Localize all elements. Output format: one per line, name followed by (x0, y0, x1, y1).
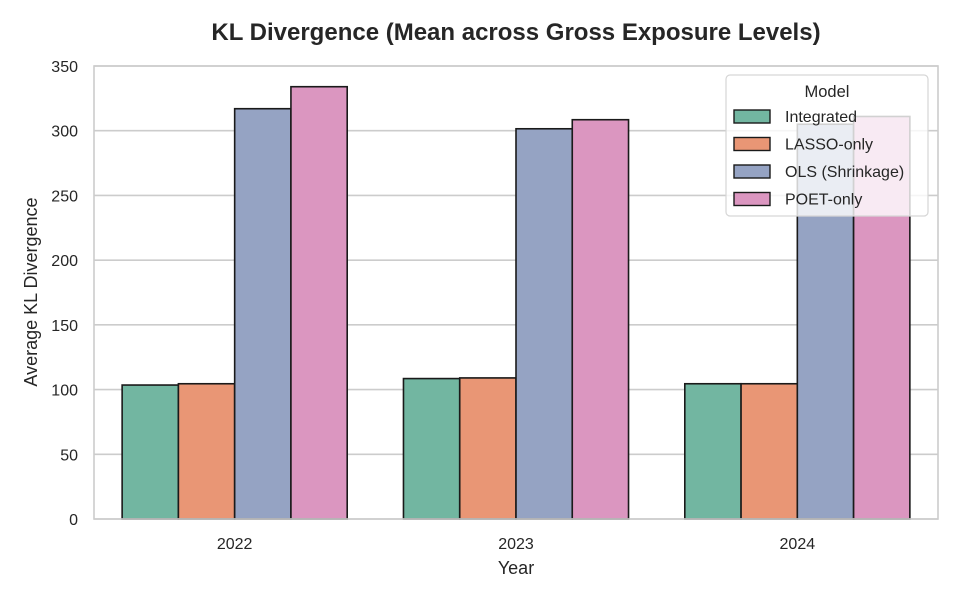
bar-lasso-only-2023 (458, 377, 517, 520)
y-tick-label: 150 (51, 318, 78, 335)
bar-ols-shrinkage--2023 (515, 127, 574, 520)
chart-title: KL Divergence (Mean across Gross Exposur… (211, 19, 820, 46)
x-tick-label: 2024 (780, 536, 816, 553)
y-tick-label: 0 (69, 512, 78, 529)
x-axis-label: Year (498, 558, 534, 578)
legend-label: OLS (Shrinkage) (785, 164, 904, 181)
y-tick-label: 300 (51, 124, 78, 141)
bar-ols-shrinkage--2022 (233, 107, 292, 520)
bar-poet-only-2023 (571, 118, 630, 520)
y-axis-ticks: 0 50 100 150 200 250 300 350 (51, 59, 78, 529)
bars (121, 85, 911, 520)
legend-box (725, 74, 929, 217)
bar-lasso-only-2024 (740, 382, 799, 520)
legend-swatch (733, 109, 771, 124)
plot-frame (93, 65, 939, 520)
y-tick-label: 350 (51, 59, 78, 76)
bar-lasso-only-2022 (177, 382, 236, 520)
y-tick-label: 50 (60, 447, 78, 464)
legend-label: POET-only (785, 192, 862, 209)
bar-integrated-2024 (683, 382, 742, 520)
bar-integrated-2022 (121, 384, 180, 520)
legend-swatch (733, 164, 771, 179)
x-axis-ticks: 2022 2023 2024 (217, 536, 815, 553)
x-tick-label: 2023 (498, 536, 534, 553)
y-tick-label: 100 (51, 383, 78, 400)
bar-integrated-2023 (402, 377, 461, 520)
y-axis-label: Average KL Divergence (21, 197, 41, 386)
y-tick-label: 200 (51, 253, 78, 270)
bar-poet-only-2022 (290, 85, 348, 520)
legend-label: Integrated (785, 109, 857, 126)
x-tick-label: 2022 (217, 536, 253, 553)
y-tick-label: 250 (51, 188, 78, 205)
legend-title: Model (805, 83, 850, 101)
legend: Model Integrated LASSO-only OLS (Shrinkage)… (725, 74, 929, 217)
legend-label: LASSO-only (785, 137, 873, 154)
legend-swatch (733, 191, 771, 207)
legend-swatch (733, 136, 771, 152)
